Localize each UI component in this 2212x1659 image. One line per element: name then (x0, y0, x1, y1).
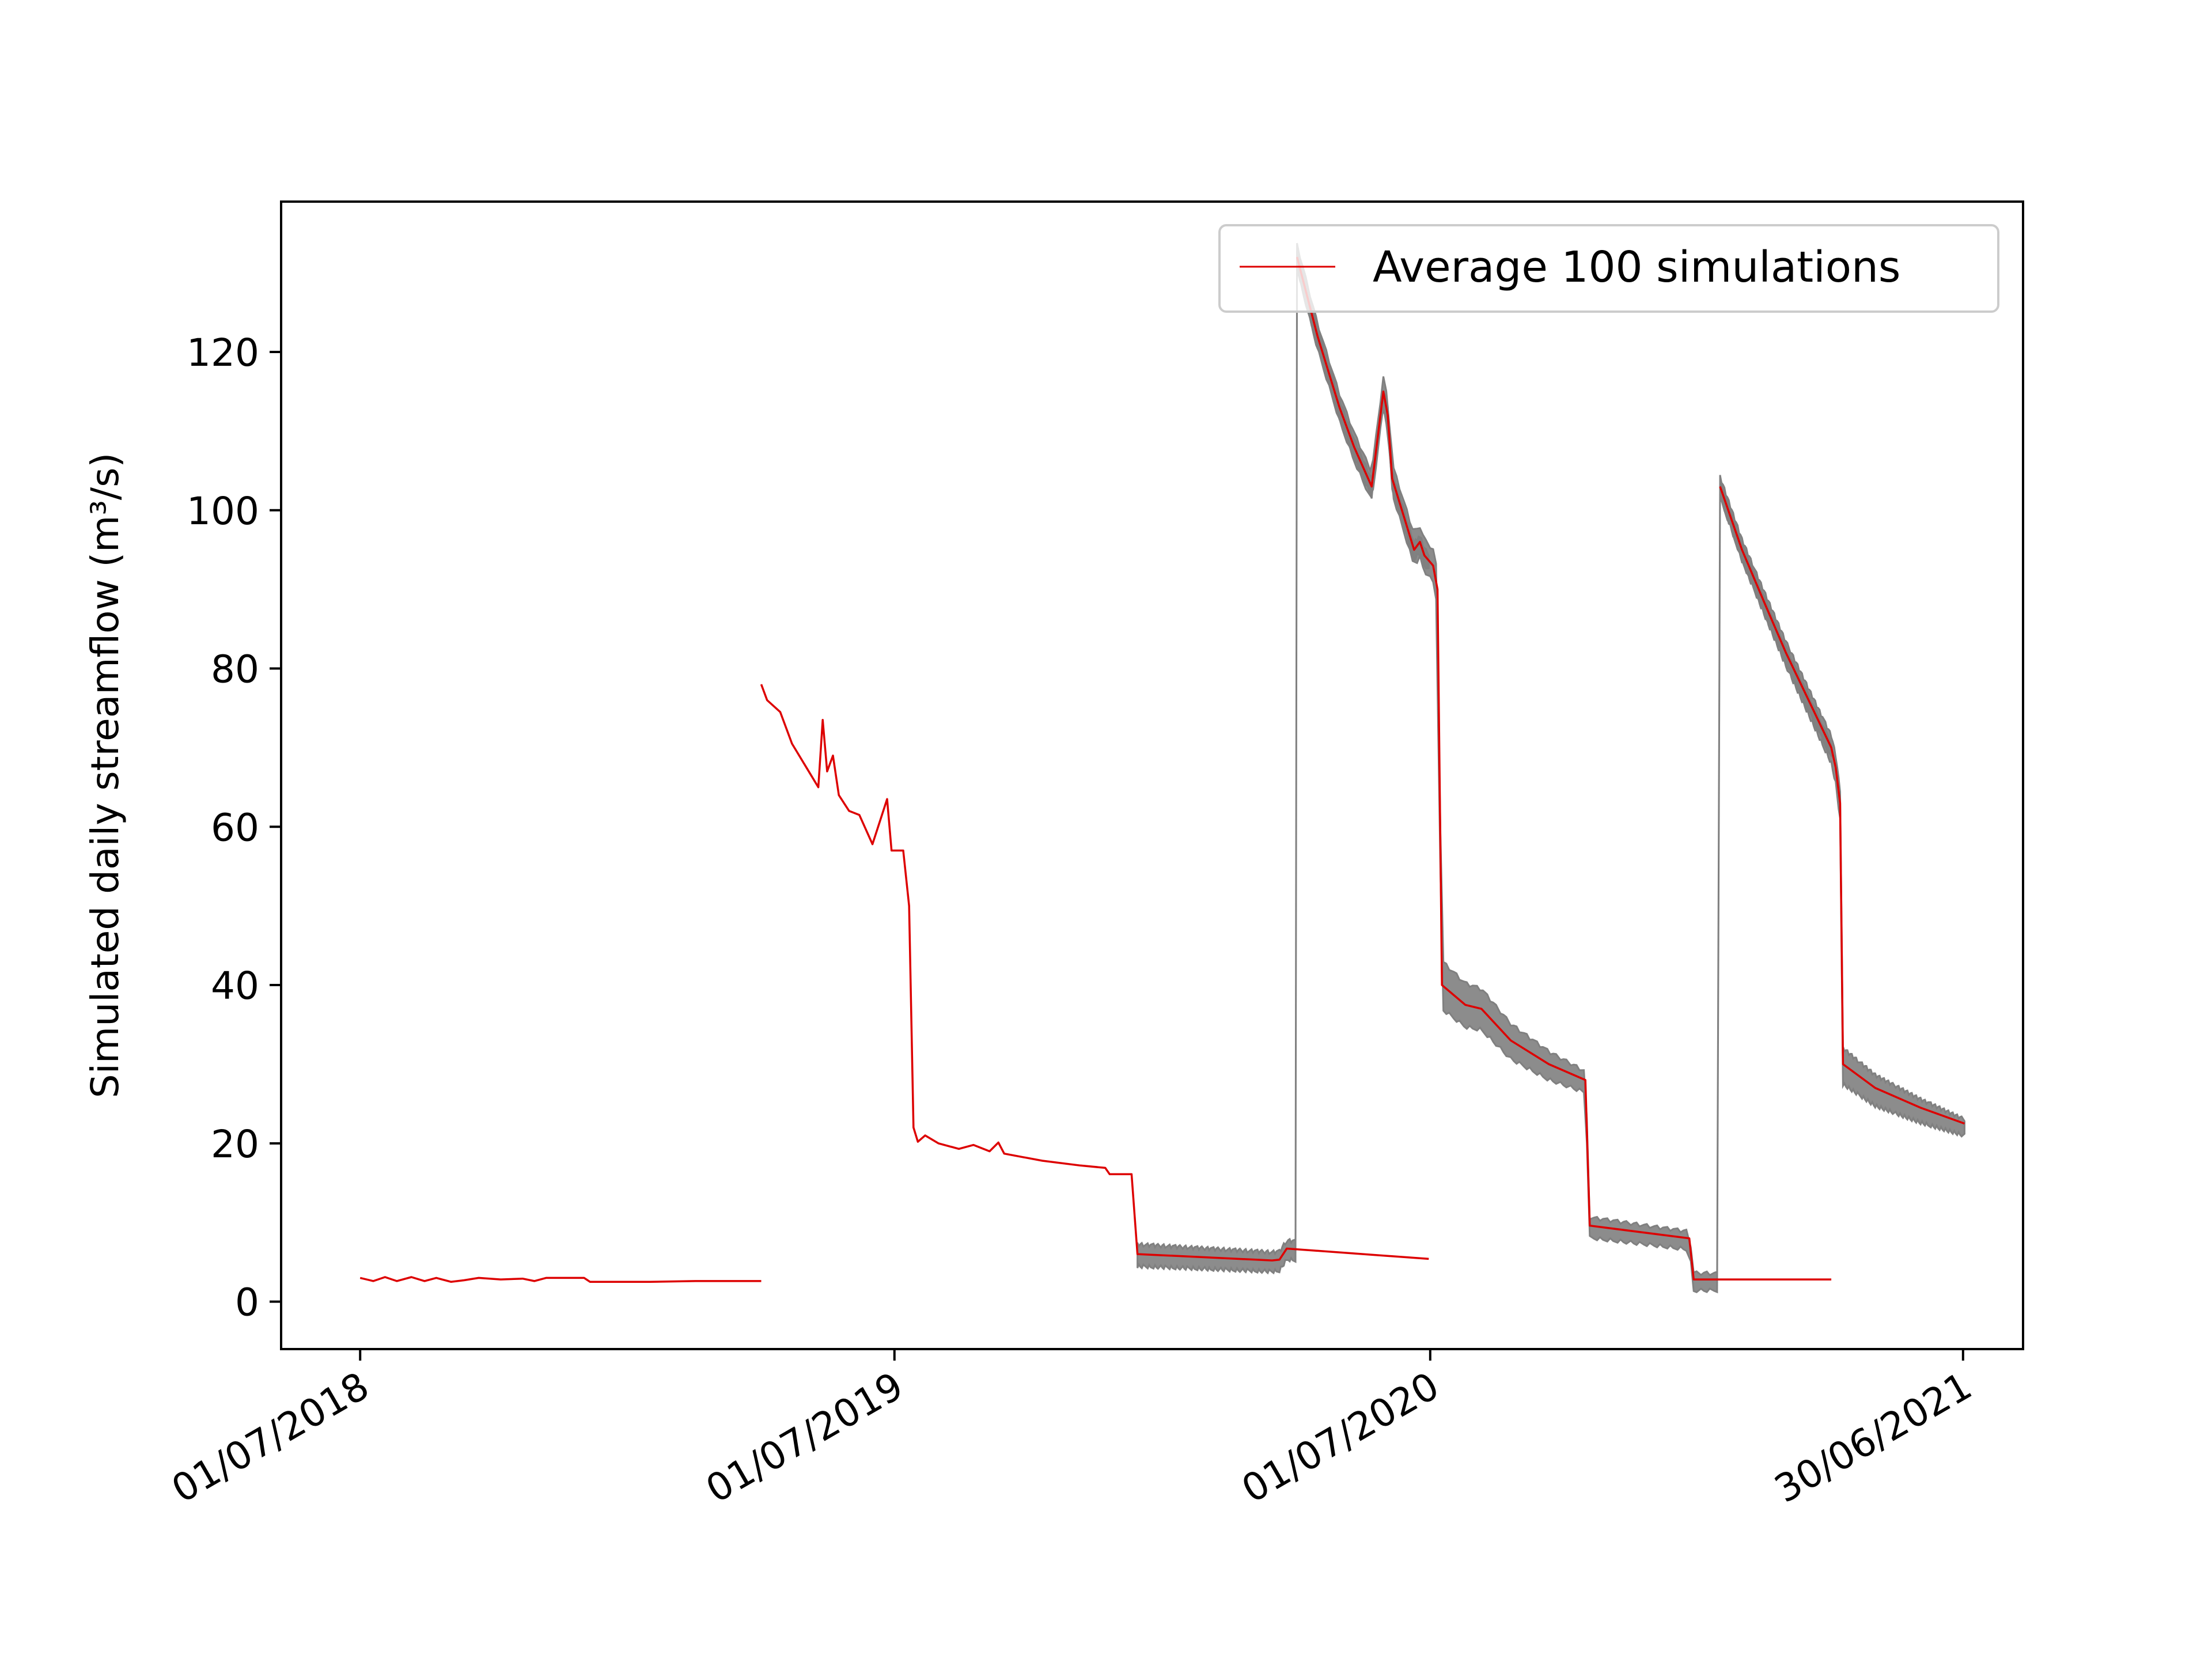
y-tick-label: 20 (211, 1122, 259, 1166)
y-tick-label: 80 (211, 647, 259, 692)
average-line-layer (359, 256, 1965, 1283)
y-tick-label: 0 (235, 1281, 259, 1325)
average-line-segment (1719, 486, 1965, 1125)
legend-box (1218, 224, 1999, 313)
legend-label-average: Average 100 simulations (1373, 243, 1900, 292)
y-tick-label: 40 (211, 964, 259, 1008)
plot-frame (280, 200, 2024, 1350)
y-tick-label: 100 (187, 489, 259, 533)
legend: Average 100 simulations (1218, 224, 1999, 313)
average-line-segment (760, 684, 1429, 1262)
y-axis: 0 20 40 60 80 100 120 (187, 331, 281, 1325)
y-tick-label: 120 (187, 331, 259, 375)
average-line-segment (1296, 256, 1832, 1281)
y-axis-label: Simulated daily streamflow (m³/s) (83, 453, 127, 1099)
y-tick-label: 60 (211, 805, 259, 850)
average-line-segment (359, 1276, 762, 1283)
